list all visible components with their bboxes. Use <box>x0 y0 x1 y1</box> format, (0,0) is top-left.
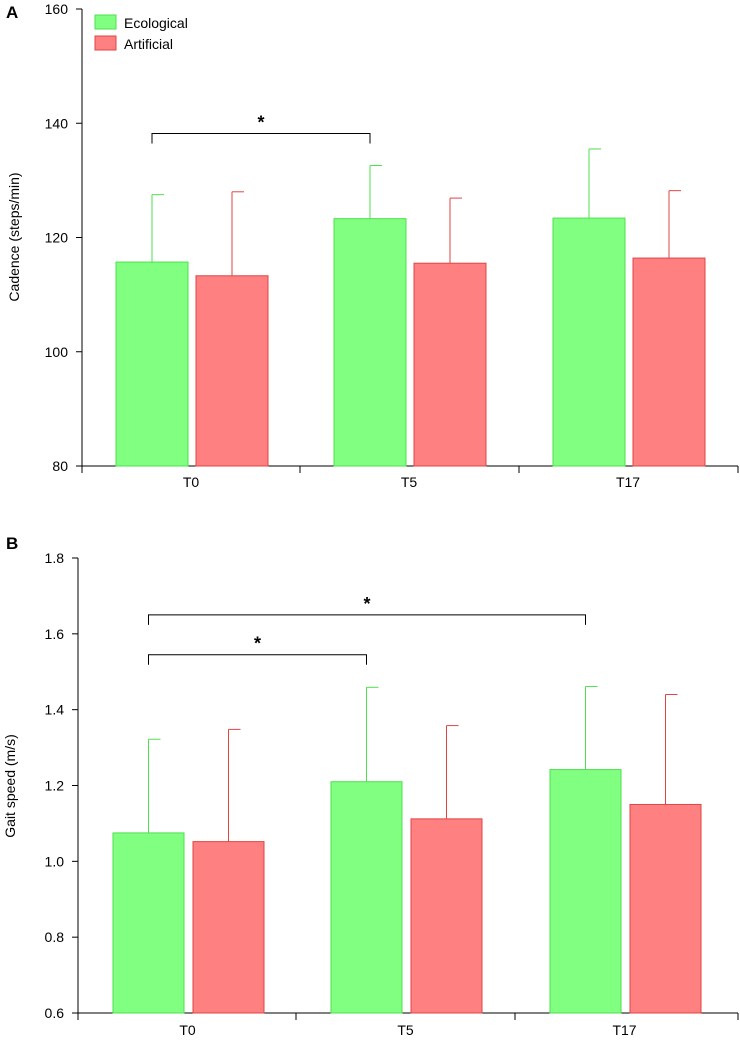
panel-b-x-tick-label: T0 <box>179 1022 196 1038</box>
panel-b-y-tick-label: 1.4 <box>45 702 65 718</box>
legend-swatch-artificial <box>94 35 117 51</box>
panel-b-y-tick-label: 1.2 <box>45 778 65 794</box>
panel-b-y-tick-label: 1.0 <box>45 853 65 869</box>
panel-a-bar-ecological-t0 <box>115 261 189 467</box>
panel-a-y-tick-label: 120 <box>45 230 69 246</box>
panel-b-significance-bracket <box>148 614 586 625</box>
panel-a-bar-artificial-t0 <box>195 275 269 467</box>
panel-b-bar-artificial-t17 <box>629 803 702 1014</box>
panel-b-y-tick-label: 0.6 <box>45 1005 65 1021</box>
panel-a-label: A <box>6 3 18 22</box>
legend: Ecological Artificial <box>94 14 188 52</box>
panel-b-y-axis-title: Gait speed (m/s) <box>2 734 18 837</box>
panel-a-y-tick-label: 80 <box>52 458 68 474</box>
panel-b-x-tick-label: T17 <box>612 1022 636 1038</box>
panel-b-bar-ecological-t5 <box>330 781 403 1014</box>
panel-a-significance-star: * <box>257 113 264 133</box>
panel-b-y-tick-label: 0.8 <box>45 929 65 945</box>
panel-b-y-tick-label: 1.8 <box>45 550 65 566</box>
panel-b-label: B <box>6 534 18 553</box>
panel-a-y-tick-label: 160 <box>45 1 69 17</box>
panel-a-significance-bracket <box>151 133 371 144</box>
panel-a-bar-artificial-t17 <box>632 257 706 467</box>
panel-b-significance-bracket <box>148 654 367 665</box>
panel-a-y-axis-title: Cadence (steps/min) <box>6 172 22 301</box>
panel-a-bar-ecological-t5 <box>333 218 407 467</box>
panel-a-x-tick-label: T5 <box>401 474 418 490</box>
panel-b-y-tick-label: 1.6 <box>45 626 65 642</box>
panel-b-bar-artificial-t0 <box>192 841 265 1014</box>
legend-label-artificial: Artificial <box>124 36 173 52</box>
legend-swatch-ecological <box>94 14 117 30</box>
panel-b-significance-star: * <box>363 594 370 614</box>
panel-a-y-tick-label: 140 <box>45 115 69 131</box>
panel-b-significance-star: * <box>254 634 261 654</box>
panel-b-x-tick-label: T5 <box>397 1022 414 1038</box>
panel-a-bar-ecological-t17 <box>552 217 626 467</box>
panel-a-x-tick-label: T17 <box>616 474 640 490</box>
panel-b-bar-ecological-t17 <box>549 769 622 1014</box>
panel-b-bar-artificial-t5 <box>410 818 483 1014</box>
panel-a-cadence-chart: A Cadence (steps/min) Ecological Artific… <box>6 1 739 490</box>
panel-a-x-tick-label: T0 <box>183 474 200 490</box>
panel-b-gait-speed-chart: B Gait speed (m/s) 0.6 0.8 1.0 1.2 1.4 1.6 1.8… <box>2 534 739 1038</box>
panel-a-y-tick-label: 100 <box>45 344 69 360</box>
panel-a-bar-artificial-t5 <box>413 262 487 467</box>
legend-label-ecological: Ecological <box>124 15 188 31</box>
panel-b-bar-ecological-t0 <box>112 832 185 1014</box>
